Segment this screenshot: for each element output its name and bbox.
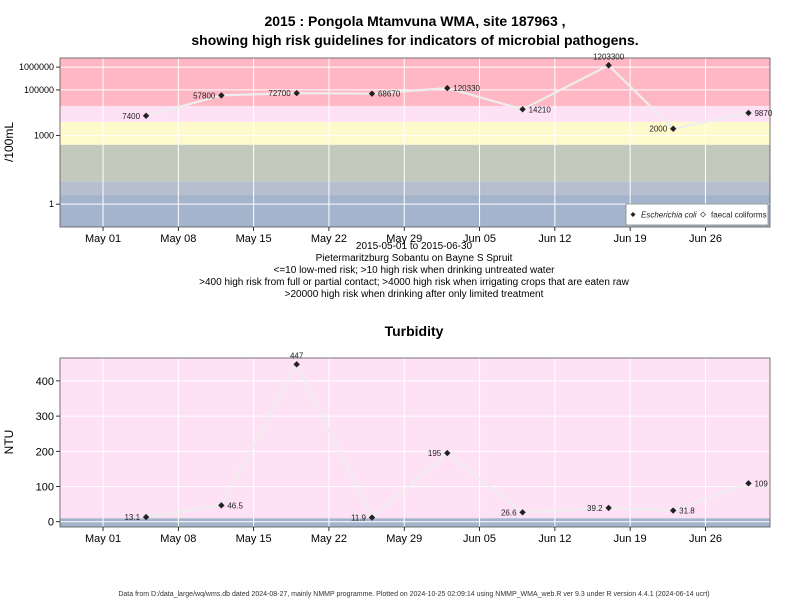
y-tick-label: 1 xyxy=(49,199,54,209)
data-label: 2000 xyxy=(649,125,667,134)
legend-faecal-marker xyxy=(700,211,706,218)
risk-band xyxy=(60,121,770,145)
x-tick-label: Jun 05 xyxy=(463,533,496,545)
data-label: 13.1 xyxy=(124,513,140,522)
data-point xyxy=(218,92,225,99)
data-label: 1203300 xyxy=(593,52,625,61)
risk-band xyxy=(60,105,770,122)
x-tick-label: May 29 xyxy=(386,533,422,545)
legend-entry-ecoli: Escherichia coli xyxy=(641,211,697,220)
risk-band xyxy=(60,181,770,196)
legend: Escherichia coli faecal coliforms xyxy=(625,203,769,226)
risk-band xyxy=(60,518,770,522)
plot-frame xyxy=(59,357,771,528)
bottom-y-axis-label: NTU xyxy=(2,430,16,455)
legend-entry-faecal: faecal coliforms xyxy=(711,211,767,220)
x-tick-label: Jun 26 xyxy=(689,533,722,545)
data-label: 31.8 xyxy=(679,507,695,516)
top-y-axis-label: /100mL xyxy=(2,122,16,162)
turbidity-title: Turbidity xyxy=(385,323,444,339)
data-point xyxy=(218,502,225,509)
data-point xyxy=(669,507,677,514)
x-tick-label: May 29 xyxy=(386,233,422,245)
data-label: 195 xyxy=(428,449,442,458)
x-tick-label: Jun 12 xyxy=(538,533,571,545)
data-point xyxy=(368,514,376,521)
data-label: 57800 xyxy=(193,91,216,100)
y-tick-label: 100000 xyxy=(24,85,54,95)
x-tick-label: May 15 xyxy=(236,533,272,545)
x-tick-label: May 08 xyxy=(160,533,196,545)
data-point xyxy=(293,89,300,97)
risk-band xyxy=(60,58,770,106)
data-point xyxy=(368,90,376,97)
data-label: 46.5 xyxy=(227,501,243,510)
y-tick-label: 1000000 xyxy=(19,62,54,72)
data-label: 120330 xyxy=(453,84,480,93)
data-point xyxy=(745,480,752,487)
data-point xyxy=(444,449,451,457)
x-tick-label: Jun 12 xyxy=(538,233,571,245)
risk-band xyxy=(60,521,770,527)
data-point xyxy=(293,361,300,368)
turbidity-plot: May 01 May 08 May 15 May 22 May 29 Jun 05 Jun … xyxy=(36,351,771,545)
data-point xyxy=(745,109,752,117)
data-label: 9870 xyxy=(754,109,772,118)
caption-site: Pietermaritzburg Sobantu on Bayne S Spru… xyxy=(316,253,513,264)
data-label: 11.9 xyxy=(351,514,367,523)
data-label: 7400 xyxy=(122,112,140,121)
caption-guideline-3: >20000 high risk when drinking after onl… xyxy=(285,289,544,300)
risk-band xyxy=(60,144,770,182)
x-tick-label: May 01 xyxy=(85,233,121,245)
y-tick-label: 1000 xyxy=(34,131,54,141)
risk-band xyxy=(60,358,770,519)
plot-frame xyxy=(59,57,771,228)
caption-guideline-1: <=10 low-med risk; >10 high risk when dr… xyxy=(274,265,556,276)
footer-note: Data from D:/data_large/wq/wms.db dated … xyxy=(118,591,709,598)
data-point xyxy=(669,125,677,132)
data-point xyxy=(605,504,612,512)
data-label: 109 xyxy=(754,479,768,488)
x-tick-label: Jun 05 xyxy=(463,233,496,245)
microbial-plot: May 01 May 08 May 15 May 22 May 29 Jun 05 Jun … xyxy=(19,52,773,245)
legend-ecoli-marker xyxy=(630,212,636,217)
y-tick-label: 200 xyxy=(36,446,54,458)
y-tick-label: 400 xyxy=(36,376,54,388)
chart-title-line1: 2015 : Pongola Mtamvuna WMA, site 187963… xyxy=(264,13,565,29)
x-tick-label: Jun 19 xyxy=(614,533,647,545)
data-point xyxy=(142,112,150,119)
x-tick-label: Jun 26 xyxy=(689,233,722,245)
data-label: 68670 xyxy=(378,90,401,99)
data-point xyxy=(519,509,526,516)
data-point xyxy=(605,62,612,69)
legend-box xyxy=(625,203,769,226)
x-tick-label: May 22 xyxy=(311,533,347,545)
x-tick-label: Jun 19 xyxy=(614,233,647,245)
data-label: 39.2 xyxy=(587,504,603,513)
x-tick-label: May 01 xyxy=(85,533,121,545)
x-tick-label: May 15 xyxy=(236,233,272,245)
data-point xyxy=(519,106,526,113)
data-label: 14210 xyxy=(529,105,552,114)
y-tick-label: 0 xyxy=(48,517,54,529)
data-label: 447 xyxy=(290,351,304,360)
x-tick-label: May 08 xyxy=(160,233,196,245)
y-tick-label: 100 xyxy=(36,482,54,494)
caption-guideline-2: >400 high risk from full or partial cont… xyxy=(199,277,629,288)
data-label: 72700 xyxy=(268,89,291,98)
chart-title-line2: showing high risk guidelines for indicat… xyxy=(191,32,638,48)
data-label: 26.6 xyxy=(501,508,517,517)
caption-date-range: 2015-05-01 to 2015-06-30 xyxy=(356,241,473,252)
y-tick-label: 300 xyxy=(36,411,54,423)
x-tick-label: May 22 xyxy=(311,233,347,245)
data-point xyxy=(444,84,451,92)
data-point xyxy=(142,513,150,521)
